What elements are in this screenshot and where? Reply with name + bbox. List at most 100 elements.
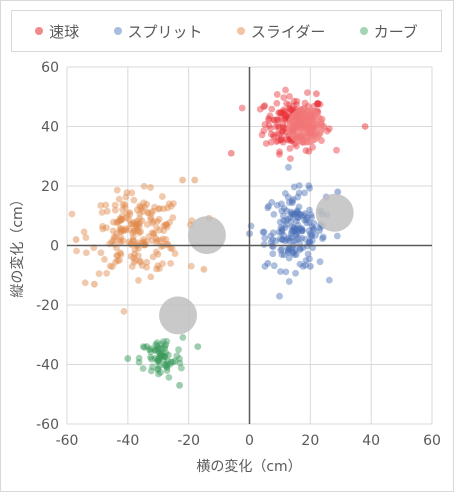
data-point	[273, 116, 281, 123]
data-point	[151, 354, 159, 362]
data-point	[295, 182, 303, 189]
data-point	[282, 135, 290, 143]
data-point	[287, 217, 295, 225]
data-point	[153, 345, 161, 353]
data-point	[158, 352, 166, 360]
data-point	[145, 233, 153, 240]
data-point	[295, 203, 303, 211]
data-point	[122, 193, 130, 201]
data-point	[159, 260, 166, 268]
data-point	[123, 189, 131, 196]
data-point	[137, 228, 144, 236]
data-point	[162, 235, 170, 243]
data-point	[111, 206, 119, 214]
data-point	[163, 223, 171, 231]
data-point	[138, 208, 146, 216]
data-point	[160, 352, 168, 360]
data-point	[156, 237, 164, 244]
data-point	[280, 217, 288, 224]
data-point	[155, 357, 163, 365]
data-point	[278, 225, 286, 233]
data-point	[306, 219, 313, 226]
data-point	[292, 209, 300, 217]
data-point	[130, 196, 138, 204]
data-point	[179, 334, 187, 341]
data-point	[278, 226, 286, 234]
data-point	[313, 100, 321, 107]
data-point	[141, 203, 149, 211]
data-point	[130, 258, 138, 266]
data-point	[280, 231, 288, 239]
data-point	[304, 250, 312, 258]
data-point	[167, 202, 175, 210]
data-point	[160, 227, 168, 234]
data-point	[285, 234, 293, 242]
data-point	[116, 215, 124, 222]
data-point	[175, 346, 182, 354]
data-point	[266, 112, 274, 120]
data-point	[191, 176, 199, 184]
data-point	[125, 225, 133, 233]
data-point	[135, 354, 143, 362]
data-point	[117, 227, 125, 234]
data-point	[289, 227, 297, 235]
data-point	[304, 89, 311, 96]
series-3	[124, 334, 202, 389]
data-point	[273, 138, 281, 146]
data-point	[153, 239, 161, 246]
data-point	[161, 353, 169, 361]
data-point	[138, 217, 146, 225]
y-tick-label: 40	[41, 120, 59, 136]
data-point	[153, 342, 161, 350]
data-point	[119, 206, 126, 214]
data-point	[147, 184, 154, 191]
data-point	[121, 201, 129, 209]
data-point	[273, 91, 281, 98]
data-point	[281, 115, 289, 123]
data-point	[302, 235, 309, 243]
data-point	[136, 220, 144, 227]
data-point	[143, 221, 151, 228]
data-point	[167, 259, 175, 267]
data-point	[138, 262, 146, 270]
data-point	[276, 235, 284, 243]
data-point	[306, 238, 314, 246]
data-point	[161, 345, 168, 353]
data-point	[289, 249, 297, 257]
data-point	[134, 220, 142, 228]
data-point	[297, 212, 305, 219]
data-point	[310, 225, 318, 233]
data-point	[134, 239, 142, 247]
data-point	[119, 237, 127, 245]
data-point	[133, 217, 141, 225]
data-point	[139, 343, 147, 351]
data-point	[153, 236, 161, 244]
data-point	[279, 128, 287, 135]
data-point	[306, 255, 313, 263]
data-point	[151, 347, 159, 355]
data-point	[267, 130, 275, 138]
data-point	[148, 229, 156, 237]
data-point	[155, 215, 163, 223]
data-point	[238, 104, 246, 112]
data-point	[280, 109, 287, 117]
data-point	[103, 269, 111, 277]
data-point	[290, 237, 298, 245]
data-point	[165, 200, 173, 208]
data-point	[128, 189, 136, 197]
data-point	[288, 210, 296, 218]
data-point	[281, 111, 289, 119]
data-point	[313, 90, 320, 98]
data-point	[163, 362, 171, 370]
data-point	[125, 215, 133, 223]
legend-label-fastball: 速球	[49, 22, 80, 41]
data-point	[334, 188, 342, 196]
data-point	[284, 215, 292, 223]
legend-item-fastball: 速球	[35, 21, 79, 42]
data-point	[109, 227, 117, 235]
data-point	[286, 245, 294, 253]
data-point	[156, 353, 164, 360]
data-point	[274, 137, 282, 144]
data-point	[164, 357, 172, 365]
data-point	[303, 219, 311, 227]
